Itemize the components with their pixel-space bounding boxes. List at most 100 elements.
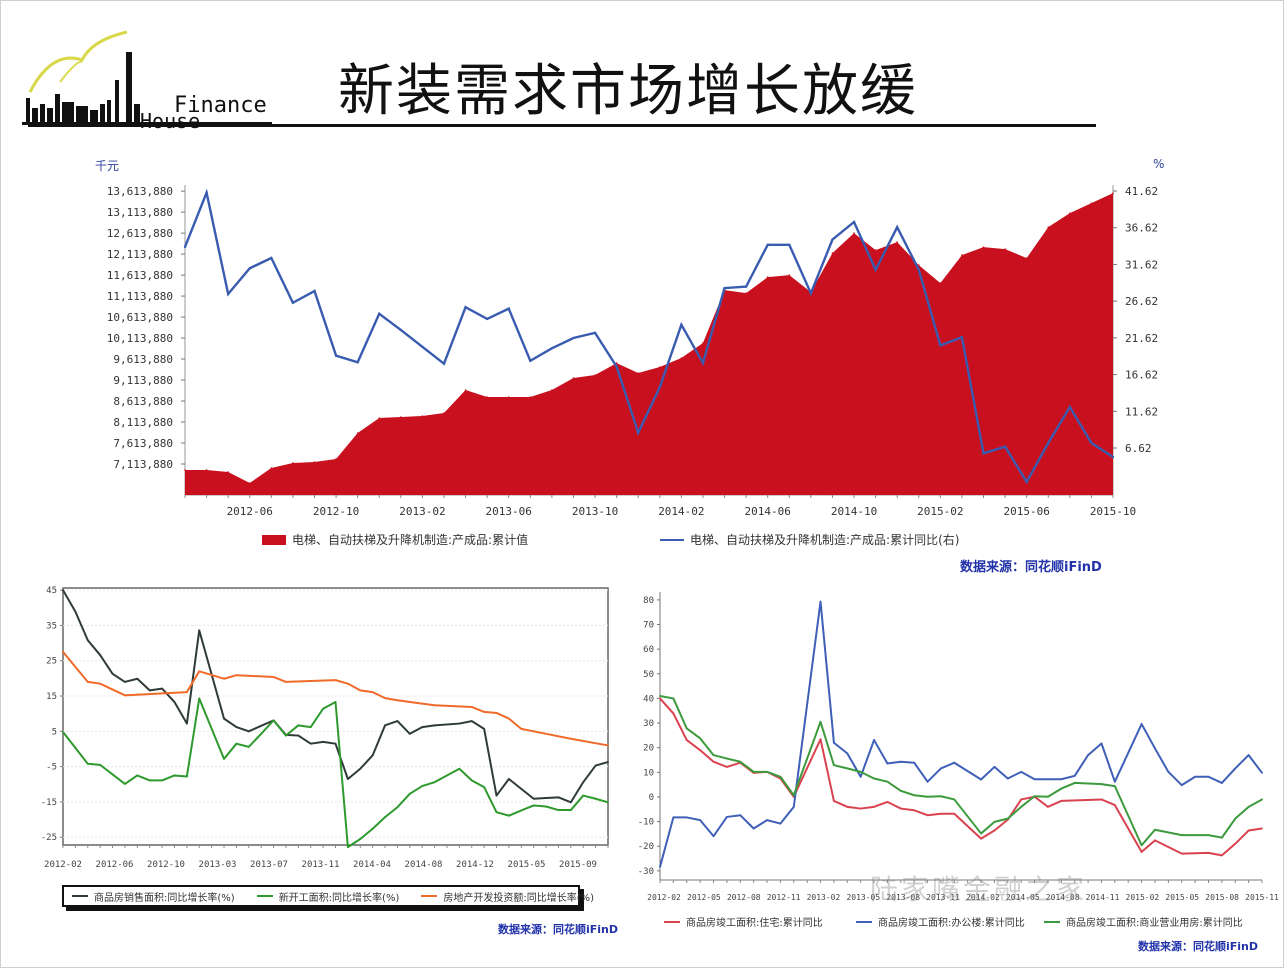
series-point-0 <box>247 730 250 733</box>
series-point-0 <box>1100 798 1103 801</box>
y-tick-label: 80 <box>643 596 654 606</box>
series-point-1 <box>980 778 982 781</box>
area-point <box>551 389 553 391</box>
line-point <box>852 220 856 224</box>
series-point-0 <box>483 727 486 730</box>
area-point <box>961 254 963 256</box>
series-point-2 <box>470 706 473 708</box>
series-point-1 <box>260 732 263 735</box>
series-point-1 <box>520 809 523 812</box>
area-point <box>1025 257 1028 259</box>
series-point-0 <box>980 837 982 840</box>
x-tick-label: 2014-02 <box>658 505 704 518</box>
right-tick-label: 41.62 <box>1125 185 1158 198</box>
area-point <box>313 461 316 463</box>
series-point-2 <box>792 794 795 797</box>
line-point <box>1090 441 1093 445</box>
series-point-1 <box>1167 770 1170 773</box>
series-point-0 <box>62 589 64 592</box>
series-point-2 <box>873 777 875 780</box>
series-point-1 <box>384 816 386 819</box>
y-tick-label: -10 <box>638 818 654 828</box>
area-point <box>400 416 402 418</box>
left-tick-label: 10,613,880 <box>107 311 173 324</box>
line-point <box>917 268 920 271</box>
series-point-1 <box>766 819 768 822</box>
line-point <box>831 238 834 241</box>
series-point-1 <box>458 767 461 770</box>
series-point-0 <box>1140 851 1143 853</box>
series-point-2 <box>1100 783 1103 786</box>
series-point-2 <box>940 795 942 798</box>
series-point-1 <box>569 809 572 811</box>
series-point-2 <box>886 780 889 783</box>
series-point-2 <box>1113 785 1116 788</box>
series-point-1 <box>913 761 916 764</box>
finance-house-logo: Finance House <box>22 30 272 130</box>
line-point <box>874 268 877 271</box>
line-point <box>442 362 446 365</box>
right-tick-label: 21.62 <box>1125 332 1158 345</box>
series-point-2 <box>483 711 486 713</box>
area-point <box>896 241 898 243</box>
series-point-0 <box>993 829 996 832</box>
series-point-0 <box>594 764 597 767</box>
x-tick-label: 2012-06 <box>96 860 134 870</box>
series-point-0 <box>136 677 139 680</box>
series-point-0 <box>672 712 675 715</box>
y-tick-label: -5 <box>46 763 57 773</box>
series-point-1 <box>495 811 498 814</box>
x-tick-label: 2014-11 <box>1086 893 1120 902</box>
x-tick-label: 2015-06 <box>1003 505 1049 518</box>
legend-swatch <box>1044 920 1060 923</box>
logo-skyline <box>22 52 272 125</box>
series-point-1 <box>1060 778 1063 781</box>
x-tick-label: 2012-10 <box>147 860 185 870</box>
x-tick-label: 2015-05 <box>1165 893 1199 902</box>
series-point-0 <box>532 797 535 800</box>
left-tick-label: 10,113,880 <box>107 332 173 345</box>
series-point-1 <box>1220 782 1223 784</box>
legend-item-line: 电梯、自动扶梯及升降机制造:产成品:累计同比(右) <box>660 531 959 548</box>
series-point-2 <box>1140 844 1143 847</box>
line-point <box>572 336 575 340</box>
series-point-0 <box>1154 839 1156 842</box>
x-tick-label: 2014-06 <box>745 505 791 518</box>
line-series-yoy <box>183 188 1114 485</box>
series-point-0 <box>148 689 151 692</box>
legend-swatch <box>664 920 680 923</box>
series-point-1 <box>545 805 547 808</box>
series-point-1 <box>594 797 597 800</box>
area-point <box>486 396 488 398</box>
series-point-2 <box>725 757 728 760</box>
series-point-2 <box>819 720 822 723</box>
y-tick-label: 60 <box>643 645 654 655</box>
series-point-1 <box>1006 777 1009 780</box>
y-tick-label: -15 <box>41 798 57 808</box>
series-point-1 <box>1207 775 1210 778</box>
series-point-1 <box>993 766 996 768</box>
line-point <box>334 354 338 357</box>
area-point <box>205 469 208 471</box>
x-tick-label: 2015-05 <box>508 860 546 870</box>
series-point-2 <box>1047 795 1049 798</box>
series-point-1 <box>1100 742 1103 745</box>
series-point-1 <box>198 697 201 700</box>
area-point <box>658 366 661 368</box>
series-point-2 <box>384 697 386 700</box>
series-point-1 <box>235 742 238 745</box>
left-tick-label: 7,613,880 <box>113 437 173 450</box>
x-tick-label: 2014-12 <box>456 860 494 870</box>
legend-label: 商品房竣工面积:商业营业用房:累计同比 <box>1066 918 1243 929</box>
series-line-0 <box>659 697 1263 857</box>
series-point-1 <box>940 767 942 770</box>
series-point-1 <box>712 835 715 838</box>
area-series-cumulative-value <box>185 193 1113 495</box>
series-point-1 <box>86 762 89 765</box>
line-point <box>1025 480 1028 484</box>
right-tick-label: 26.62 <box>1125 295 1158 308</box>
series-point-0 <box>725 766 728 768</box>
series-point-0 <box>659 697 661 700</box>
series-point-1 <box>247 745 250 748</box>
series-point-1 <box>725 816 728 818</box>
